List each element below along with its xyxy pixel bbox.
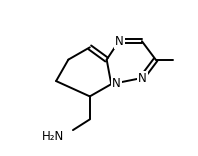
Text: N: N: [112, 77, 121, 90]
Text: N: N: [138, 72, 147, 85]
Text: N: N: [115, 35, 124, 48]
Text: H₂N: H₂N: [42, 130, 64, 143]
